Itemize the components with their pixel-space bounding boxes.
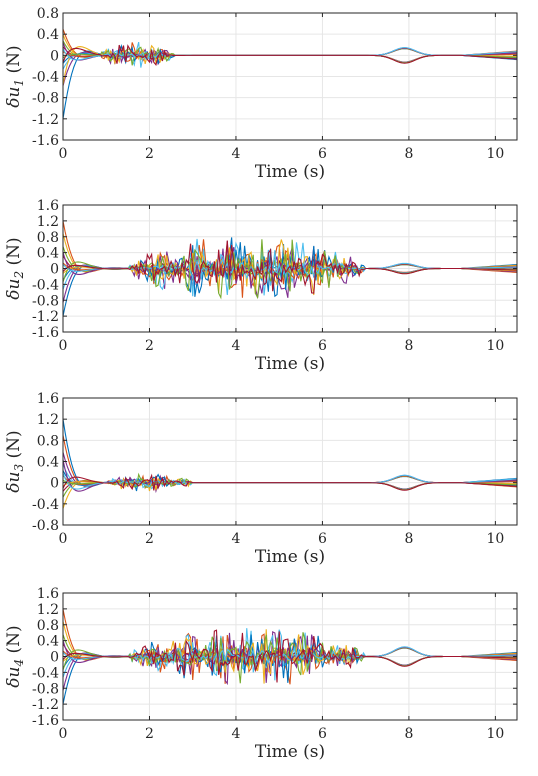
y-tick-label: 1.2 — [37, 412, 59, 428]
y-tick-label: 0.8 — [37, 433, 59, 449]
y-tick-label: -1.2 — [32, 697, 59, 713]
x-tick-label: 0 — [59, 146, 68, 162]
y-tick-label: -0.8 — [32, 518, 59, 534]
y-axis-label: δu4 (N) — [4, 625, 26, 687]
x-tick-label: 2 — [145, 146, 154, 162]
y-tick-label: 0.4 — [37, 246, 59, 262]
y-tick-label: -1.2 — [32, 309, 59, 325]
x-tick-label: 10 — [486, 531, 504, 547]
x-tick-label: 6 — [318, 531, 327, 547]
y-tick-label: 1.2 — [37, 602, 59, 618]
x-axis-label: Time (s) — [255, 547, 325, 567]
subplot-2: 0 2 4 6 8 101.61.20.80.40-0.4-0.8-1.2-1.6Time… — [4, 198, 518, 374]
y-tick-label: -0.8 — [32, 681, 59, 697]
series-group — [63, 28, 517, 119]
x-tick-label: 4 — [231, 338, 240, 354]
x-tick-label: 8 — [404, 146, 413, 162]
x-tick-label: 8 — [404, 338, 413, 354]
x-tick-label: 8 — [404, 531, 413, 547]
y-axis-label: δu1 (N) — [4, 45, 26, 107]
y-tick-label: 0 — [50, 476, 59, 492]
y-tick-label: 1.2 — [37, 214, 59, 230]
y-tick-label: 0 — [50, 650, 59, 666]
y-tick-label: 0.4 — [37, 27, 59, 43]
series-group — [63, 609, 517, 705]
x-tick-label: 10 — [486, 338, 504, 354]
subplot-3: 0 2 4 6 8 10 1.6 1.2 0.8 0.4 0 -0.4 -0.8 Time (s) δu3 … — [4, 391, 518, 567]
y-tick-label: -1.6 — [32, 325, 59, 341]
x-tick-label: 2 — [145, 726, 154, 742]
y-tick-label: 0.4 — [37, 455, 59, 471]
x-tick-label: 4 — [231, 726, 240, 742]
y-tick-label: -1.2 — [32, 112, 59, 128]
x-tick-label: 0 — [59, 338, 68, 354]
y-tick-label: -1.6 — [32, 713, 59, 729]
y-axis-label: δu2 (N) — [4, 237, 26, 299]
x-tick-label: 0 — [59, 726, 68, 742]
subplot-4: 0 2 4 6 8 101.61.20.80.40-0.4-0.8-1.2-1.6Time… — [4, 586, 518, 762]
x-tick-label: 10 — [486, 726, 504, 742]
y-tick-label: -0.4 — [32, 497, 59, 513]
x-tick-label: 10 — [486, 146, 504, 162]
series-line — [63, 629, 517, 683]
x-tick-label: 4 — [231, 146, 240, 162]
series-line — [63, 463, 517, 490]
x-tick-label: 6 — [318, 338, 327, 354]
y-tick-label: 1.6 — [37, 586, 59, 602]
y-tick-label: -0.4 — [32, 665, 59, 681]
series-line — [63, 240, 517, 294]
y-tick-label: -0.4 — [32, 277, 59, 293]
y-tick-label: 0.8 — [37, 618, 59, 634]
y-tick-label: -0.8 — [32, 293, 59, 309]
y-axis-label: δu3 (N) — [4, 430, 26, 492]
series-line — [63, 44, 517, 67]
x-axis-label: Time (s) — [255, 742, 325, 762]
series-line — [63, 419, 517, 488]
series-line — [63, 473, 517, 491]
y-tick-label: -1.6 — [32, 133, 59, 149]
x-tick-label: 0 — [59, 531, 68, 547]
y-tick-label: 0.8 — [37, 230, 59, 246]
x-tick-label: 6 — [318, 726, 327, 742]
y-tick-label: 0 — [50, 48, 59, 64]
series-line — [63, 241, 517, 303]
series-group — [63, 221, 517, 317]
y-tick-label: -0.8 — [32, 91, 59, 107]
x-tick-label: 6 — [318, 146, 327, 162]
x-tick-label: 2 — [145, 531, 154, 547]
x-tick-label: 4 — [231, 531, 240, 547]
y-tick-label: -0.4 — [32, 70, 59, 86]
x-axis-label: Time (s) — [255, 354, 325, 374]
y-tick-label: 1.6 — [37, 198, 59, 214]
x-axis-label: Time (s) — [255, 162, 325, 182]
y-tick-label: 0 — [50, 262, 59, 278]
y-tick-label: 0.8 — [37, 6, 59, 22]
series-group — [63, 419, 517, 509]
y-tick-label: 0.4 — [37, 634, 59, 650]
y-tick-label: 1.6 — [37, 391, 59, 407]
x-tick-label: 2 — [145, 338, 154, 354]
subplot-1: 0 2 4 6 8 10 0.8 0.4 0 -0.4 -0.8 -1.2 -1.6 Time (s) δu… — [4, 6, 518, 182]
x-tick-label: 8 — [404, 726, 413, 742]
